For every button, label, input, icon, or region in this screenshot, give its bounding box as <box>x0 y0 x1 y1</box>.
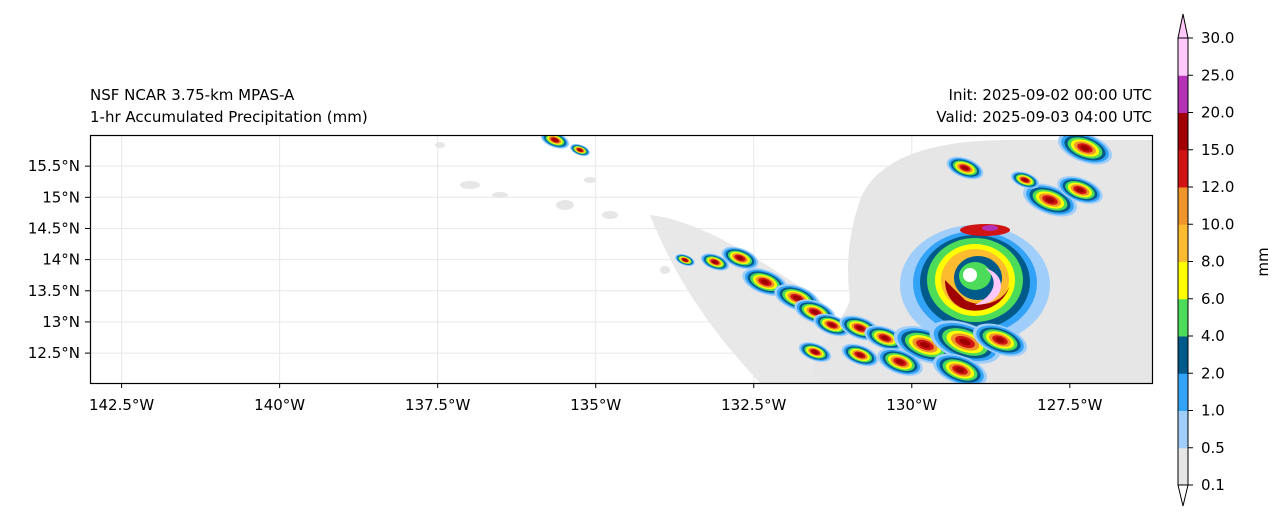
lat-tick-label: 13°N <box>42 313 80 331</box>
rain-cell <box>961 165 969 171</box>
rain-cell <box>811 350 819 354</box>
colorbar-segment <box>1178 75 1188 113</box>
colorbar-extend-min <box>1177 484 1189 507</box>
colorbar-segment <box>1178 447 1188 486</box>
rain-cell <box>895 359 905 365</box>
rain-cell <box>856 352 864 358</box>
lon-tick-label: 135°W <box>570 396 621 414</box>
colorbar-segment <box>1178 224 1188 262</box>
colorbar-tick-label: 30.0 <box>1201 29 1234 47</box>
lon-tick-label: 140°W <box>254 396 305 414</box>
precipitation-field <box>435 135 1152 383</box>
colorbar-tick-label: 15.0 <box>1201 141 1234 159</box>
rain-cell <box>995 337 1005 343</box>
rain-cell <box>828 322 836 328</box>
colorbar-extend-max <box>1177 13 1189 39</box>
rain-cell <box>736 255 744 261</box>
lon-tick-label: 132.5°W <box>721 396 786 414</box>
colorbar-segment <box>1178 336 1188 374</box>
lat-tick-label: 14.5°N <box>28 219 80 237</box>
lon-tick-label: 142.5°W <box>89 396 154 414</box>
title-field: 1-hr Accumulated Precipitation (mm) <box>90 108 368 126</box>
colorbar-tick-label: 10.0 <box>1201 215 1234 233</box>
colorbar-label: mm <box>1254 247 1272 276</box>
rain-cell <box>919 341 931 349</box>
title-valid: Valid: 2025-09-03 04:00 UTC <box>936 108 1152 126</box>
colorbar-tick-label: 0.5 <box>1201 439 1225 457</box>
colorbar-segment <box>1178 410 1188 449</box>
rain-cell <box>1075 187 1085 193</box>
rain-cell <box>577 148 583 152</box>
map-frame <box>89 134 1154 385</box>
colorbar-segment <box>1178 261 1188 300</box>
colorbar-tick-label: 25.0 <box>1201 66 1234 84</box>
rain-cell <box>856 325 864 331</box>
lat-tick-label: 15°N <box>42 188 80 206</box>
colorbar-tick-label: 4.0 <box>1201 327 1225 345</box>
rain-cell <box>682 258 688 262</box>
rain-cell <box>811 309 819 315</box>
colorbar-segment <box>1178 373 1188 411</box>
rain-cell <box>881 335 889 341</box>
colorbar-tick-label: 8.0 <box>1201 253 1225 271</box>
colorbar-tick-label: 20.0 <box>1201 104 1234 122</box>
title-model: NSF NCAR 3.75-km MPAS-A <box>90 86 295 104</box>
colorbar-segment <box>1178 38 1188 76</box>
rain-cell <box>760 279 770 285</box>
colorbar: 0.1 0.5 1.0 2.0 4.0 6.0 8.0 10.0 12.0 15.0 20.0 25.… <box>1177 13 1234 507</box>
rain-cell <box>552 138 558 142</box>
colorbar-segment <box>1178 112 1188 151</box>
rain-cell <box>1022 178 1028 182</box>
colorbar-segment <box>1178 298 1188 337</box>
rain-cell <box>1080 145 1090 151</box>
colorbar-tick-label: 2.0 <box>1201 364 1225 382</box>
axis-ticks: 142.5°W 140°W 137.5°W 135°W 132.5°W 130°W 127.… <box>28 157 1103 414</box>
colorbar-tick-label: 6.0 <box>1201 290 1225 308</box>
lat-tick-label: 12.5°N <box>28 344 80 362</box>
colorbar-tick-label: 1.0 <box>1201 402 1225 420</box>
title-init: Init: 2025-09-02 00:00 UTC <box>948 86 1152 104</box>
rain-cell <box>712 260 718 264</box>
colorbar-tick-label: 0.1 <box>1201 476 1225 494</box>
rain-cell <box>955 367 965 373</box>
lon-tick-label: 130°W <box>886 396 937 414</box>
colorbar-segment <box>1178 149 1188 188</box>
lon-tick-label: 127.5°W <box>1037 396 1102 414</box>
colorbar-tick-label: 12.0 <box>1201 178 1234 196</box>
lat-tick-label: 14°N <box>42 251 80 269</box>
rain-cell <box>792 295 802 301</box>
lon-tick-label: 137.5°W <box>405 396 470 414</box>
rain-cell <box>1045 197 1055 203</box>
lat-tick-label: 13.5°N <box>28 282 80 300</box>
colorbar-segment <box>1178 187 1188 225</box>
rain-cell <box>959 338 971 346</box>
lat-tick-label: 15.5°N <box>28 157 80 175</box>
